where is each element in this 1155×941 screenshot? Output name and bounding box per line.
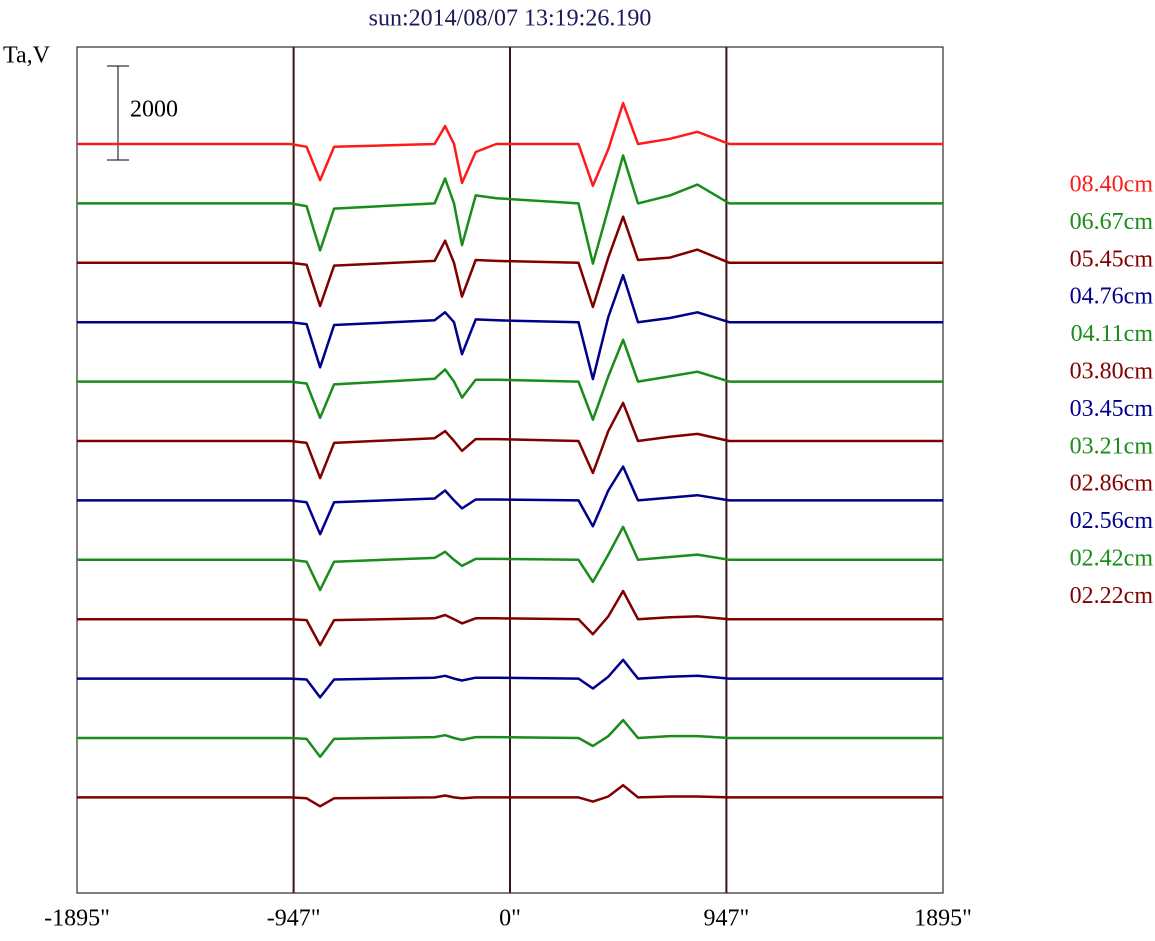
legend-entry: 04.76cm bbox=[1070, 284, 1154, 310]
legend-entry: 02.42cm bbox=[1070, 546, 1154, 572]
legend-entry: 06.67cm bbox=[1070, 209, 1154, 235]
trace bbox=[77, 401, 943, 480]
trace bbox=[77, 658, 943, 699]
legend-entry: 08.40cm bbox=[1070, 172, 1154, 198]
trace bbox=[77, 783, 943, 808]
x-tick-label: 0" bbox=[499, 906, 521, 932]
legend-entry: 05.45cm bbox=[1070, 246, 1154, 272]
trace bbox=[77, 589, 943, 647]
trace bbox=[77, 338, 943, 421]
trace bbox=[77, 525, 943, 592]
legend-entry: 02.56cm bbox=[1070, 508, 1154, 534]
legend-entry: 02.22cm bbox=[1070, 583, 1154, 609]
x-tick-label: 1895" bbox=[914, 906, 972, 932]
legend-entry: 02.86cm bbox=[1070, 471, 1154, 497]
x-tick-label: 947" bbox=[703, 906, 749, 932]
trace bbox=[77, 465, 943, 536]
x-tick-label: -1895" bbox=[44, 906, 110, 932]
legend-entry: 03.80cm bbox=[1070, 359, 1154, 385]
trace bbox=[77, 215, 943, 309]
legend-entry: 03.21cm bbox=[1070, 433, 1154, 459]
trace bbox=[77, 718, 943, 759]
legend-entry: 04.11cm bbox=[1071, 321, 1154, 347]
y-axis-label: Ta,V bbox=[3, 43, 51, 69]
scale-bar-label: 2000 bbox=[130, 97, 178, 123]
trace bbox=[77, 154, 943, 265]
trace bbox=[77, 101, 943, 188]
legend-entry: 03.45cm bbox=[1070, 396, 1154, 422]
trace bbox=[77, 273, 943, 381]
chart-title: sun:2014/08/07 13:19:26.190 bbox=[369, 6, 652, 32]
x-tick-label: -947" bbox=[267, 906, 321, 932]
